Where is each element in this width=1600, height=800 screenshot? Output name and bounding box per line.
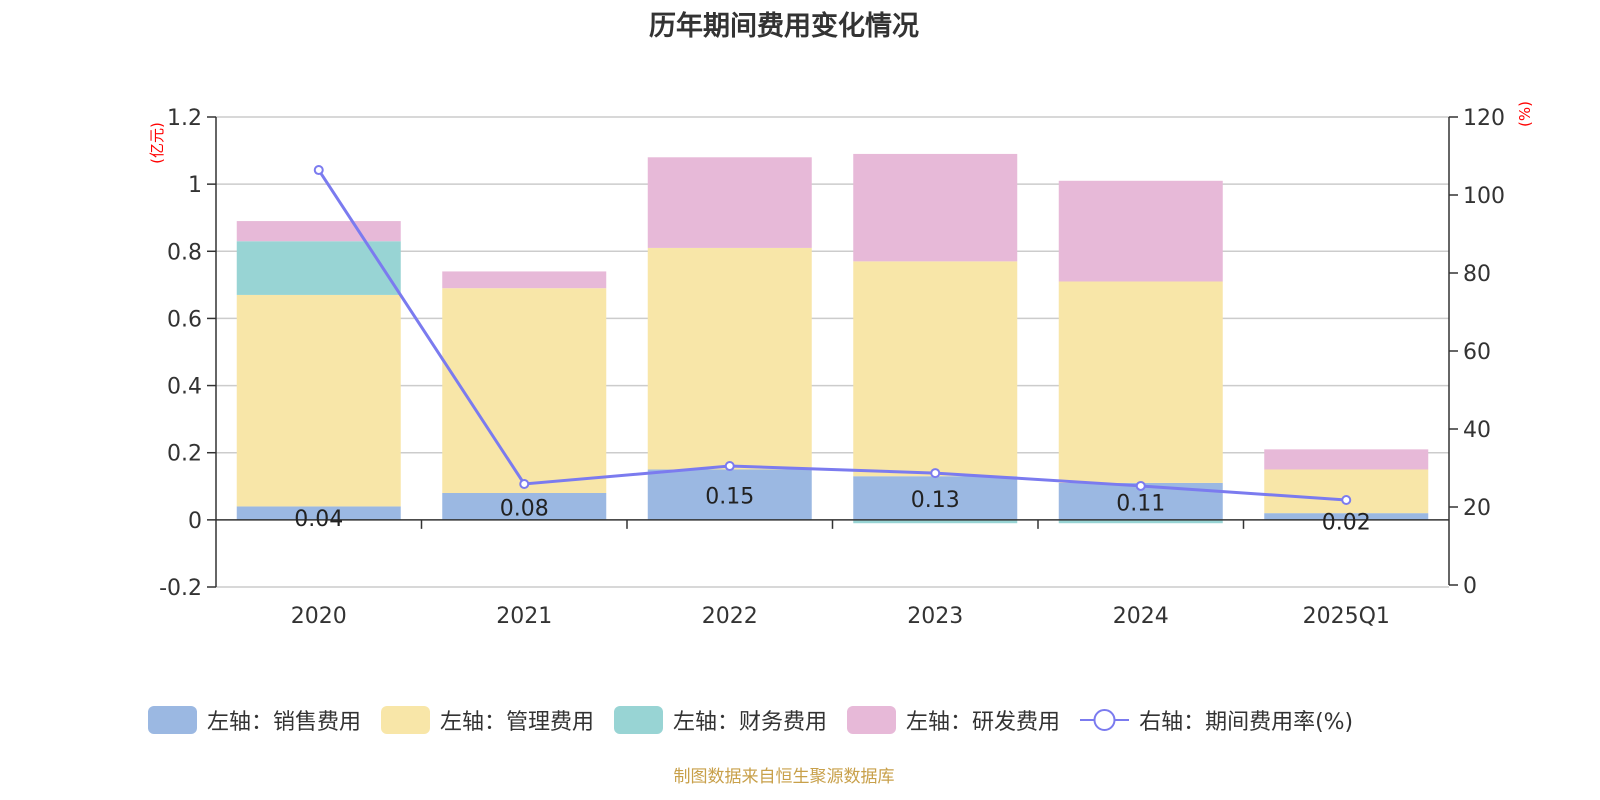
legend-label-admin: 左轴：管理费用 [440, 710, 595, 735]
bar-admin [1264, 469, 1429, 514]
legend-swatch-admin [381, 706, 431, 734]
legend-label-rate: 右轴：期间费用率(%) [1139, 710, 1354, 735]
data-label-sales: 0.04 [294, 507, 343, 532]
bar-rd [236, 221, 401, 242]
bar-rd [647, 157, 812, 248]
legend-label-rd: 左轴：研发费用 [906, 710, 1061, 735]
right-axis-tick-label: 80 [1463, 262, 1491, 287]
right-axis-tick-label: 60 [1463, 340, 1491, 365]
x-axis-tick-label: 2023 [907, 604, 963, 629]
right-axis-tick-label: 20 [1463, 496, 1491, 521]
bar-finance [853, 519, 1018, 524]
legend-item-rate[interactable]: 右轴：期间费用率(%) [1080, 704, 1353, 736]
data-source-note: 制图数据来自恒生聚源数据库 [673, 767, 895, 787]
left-axis-tick-label: 0.4 [167, 375, 202, 400]
data-label-sales: 0.15 [705, 485, 754, 510]
rate-point [1135, 480, 1146, 491]
axes: 1.2 1 0.8 0.6 0.4 0.2 0 -0.2 120 100 80 60 40 20 0 2020… [159, 106, 1505, 629]
bar-admin [1058, 281, 1223, 483]
legend-item-rd[interactable]: 左轴：研发费用 [847, 704, 1060, 736]
rate-line-path [317, 169, 1347, 502]
legend: 左轴：销售费用 左轴：管理费用 左轴：财务费用 左轴：研发费用 右轴：期间费用率… [148, 704, 1373, 736]
rate-point [313, 165, 324, 176]
legend-swatch-rd [847, 706, 897, 734]
bar-rd [442, 271, 607, 289]
bar-admin [853, 261, 1018, 477]
right-axis-tick-label: 100 [1463, 184, 1505, 209]
bar-admin [647, 247, 812, 470]
x-axis-tick-label: 2025Q1 [1303, 604, 1390, 629]
legend-line-circle-icon [1080, 709, 1130, 731]
left-axis-tick-label: 0 [188, 509, 202, 534]
rate-point [1341, 494, 1352, 505]
rate-point [724, 461, 735, 472]
bar-sales [853, 476, 1018, 520]
legend-item-admin[interactable]: 左轴：管理费用 [381, 704, 594, 736]
legend-swatch-sales [148, 706, 197, 734]
bar-admin [442, 288, 607, 493]
x-axis-tick-label: 2024 [1113, 604, 1169, 629]
bar-finance [1058, 519, 1223, 524]
bar-rd [853, 153, 1018, 262]
right-axis-unit: (%) [1516, 101, 1534, 127]
bar-admin [236, 294, 401, 507]
legend-swatch-finance [614, 706, 664, 734]
left-axis-tick-label: 0.2 [167, 442, 202, 467]
right-axis-tick-label: 40 [1463, 418, 1491, 443]
data-label-sales: 0.11 [1116, 491, 1165, 516]
left-axis-tick-label: 1.2 [167, 106, 202, 131]
right-axis-tick-label: 120 [1463, 106, 1505, 131]
rate-line [313, 165, 1352, 505]
left-axis-tick-label: 0.6 [167, 307, 202, 332]
x-axis-tick-label: 2022 [702, 604, 758, 629]
data-label-sales: 0.13 [911, 488, 960, 513]
bar-sales [1264, 513, 1429, 520]
x-axis-tick-label: 2021 [496, 604, 552, 629]
legend-label-finance: 左轴：财务费用 [673, 710, 828, 735]
data-label-sales: 0.02 [1322, 511, 1371, 536]
rate-point [519, 478, 530, 489]
left-axis-unit: (亿元) [148, 122, 166, 164]
legend-label-sales: 左轴：销售费用 [207, 710, 362, 735]
legend-item-sales[interactable]: 左轴：销售费用 [148, 704, 361, 736]
bar-rd [1058, 180, 1223, 282]
bar-finance [236, 241, 401, 295]
x-axis-tick-label: 2020 [291, 604, 347, 629]
left-axis-tick-label: -0.2 [159, 576, 202, 601]
left-axis-tick-label: 1 [188, 173, 202, 198]
data-labels: 0.04 0.08 0.15 0.13 0.11 0.02 [294, 485, 1370, 536]
right-axis-tick-label: 0 [1463, 574, 1477, 599]
bar-sales [442, 493, 607, 520]
gridlines [216, 116, 1449, 588]
bar-rd [1264, 449, 1429, 470]
bars [236, 153, 1429, 524]
left-axis-tick-label: 0.8 [167, 240, 202, 265]
bar-sales [647, 469, 812, 520]
chart-title: 历年期间费用变化情况 [649, 11, 919, 42]
data-label-sales: 0.08 [500, 496, 549, 521]
rate-point [930, 468, 941, 479]
legend-item-finance[interactable]: 左轴：财务费用 [614, 704, 827, 736]
bar-sales [236, 506, 401, 520]
